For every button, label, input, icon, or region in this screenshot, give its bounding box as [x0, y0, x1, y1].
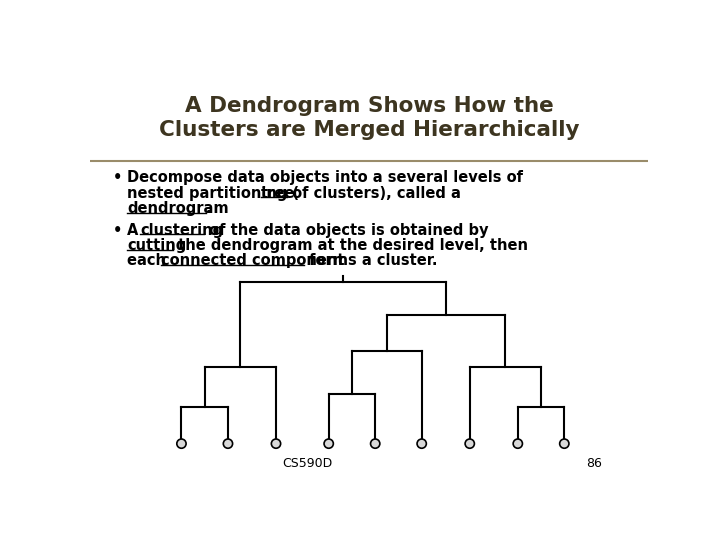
Circle shape — [177, 439, 186, 448]
Text: 86: 86 — [586, 457, 602, 470]
Circle shape — [417, 439, 426, 448]
Circle shape — [559, 439, 569, 448]
Circle shape — [271, 439, 281, 448]
Text: CS590D: CS590D — [282, 457, 332, 470]
Text: forms a cluster.: forms a cluster. — [304, 253, 437, 268]
Text: •: • — [113, 222, 122, 238]
Text: •: • — [113, 170, 122, 185]
Circle shape — [513, 439, 523, 448]
Circle shape — [223, 439, 233, 448]
Text: cutting: cutting — [127, 238, 186, 253]
Text: of clusters), called a: of clusters), called a — [287, 186, 461, 201]
Text: the dendrogram at the desired level, then: the dendrogram at the desired level, the… — [173, 238, 528, 253]
Text: tree: tree — [261, 186, 295, 201]
Text: .: . — [206, 201, 212, 216]
Circle shape — [465, 439, 474, 448]
Circle shape — [371, 439, 380, 448]
Text: Decompose data objects into a several levels of: Decompose data objects into a several le… — [127, 170, 523, 185]
Text: of the data objects is obtained by: of the data objects is obtained by — [204, 222, 489, 238]
Circle shape — [324, 439, 333, 448]
Text: A: A — [127, 222, 144, 238]
Text: dendrogram: dendrogram — [127, 201, 229, 216]
Text: connected component: connected component — [161, 253, 345, 268]
Text: nested partitioning (: nested partitioning ( — [127, 186, 300, 201]
Text: clustering: clustering — [140, 222, 223, 238]
Text: A Dendrogram Shows How the
Clusters are Merged Hierarchically: A Dendrogram Shows How the Clusters are … — [158, 96, 580, 140]
Text: each: each — [127, 253, 171, 268]
